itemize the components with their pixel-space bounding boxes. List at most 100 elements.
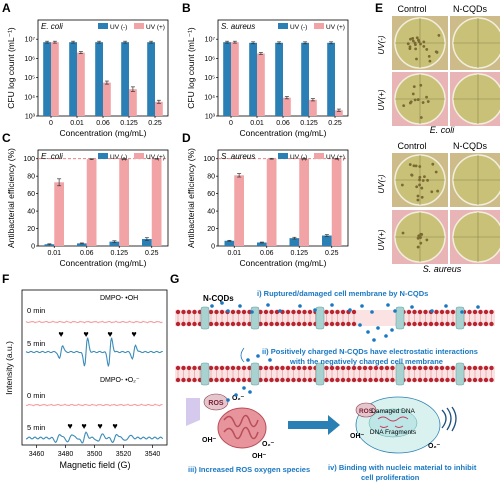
plate-col-ncqds-2: N-CQDs <box>453 141 487 151</box>
chart-d-efficiency-saureus: 0 20 40 60 80 100 0.01 0.06 0.125 0.25 S. aureus UV… <box>186 148 349 268</box>
colony <box>408 163 412 166</box>
bar-uv-plus <box>54 182 64 246</box>
colony <box>416 198 420 202</box>
x-tick-label: 0.01 <box>227 250 241 257</box>
ncqd-particle <box>242 386 246 390</box>
ncqd-particle <box>372 338 376 342</box>
step-2-text-line1: ii) Positively charged N-CQDs have elect… <box>262 347 478 356</box>
colony <box>411 92 415 96</box>
chart-title: S. aureus <box>221 22 255 31</box>
epr-ylabel: Intensity (a.u.) <box>4 341 14 395</box>
bar-uv-plus <box>283 97 291 116</box>
ros-cloud-right <box>355 402 377 418</box>
process-arrow <box>288 415 340 435</box>
peak-marker-oh: ♥ <box>131 329 136 339</box>
o2-label-3: O₂⁻ <box>428 443 441 450</box>
ncqd-particle <box>393 309 397 313</box>
bar-uv-plus <box>86 159 97 246</box>
panel-letter-b: B <box>182 1 191 15</box>
membrane-protein <box>455 362 465 386</box>
bar-uv-minus <box>224 240 235 246</box>
panel-letter-g: G <box>170 272 179 286</box>
bar-uv-plus <box>266 158 277 246</box>
colony <box>412 85 416 89</box>
y-tick-label: 60 <box>27 191 35 198</box>
y-axis-label: Antibacterial efficiency (%) <box>186 148 196 248</box>
colony <box>401 231 405 235</box>
legend-label-uv-minus: UV (-) <box>290 154 307 161</box>
ncqd-particle <box>366 330 370 334</box>
ncqd-particle <box>234 393 238 397</box>
x-tick-label: 0.01 <box>47 250 61 257</box>
panel-e-plates: Control N-CQDs UV(-) UV(+) E. coli Contr… <box>377 4 500 274</box>
x-tick-label: 0.125 <box>290 250 308 257</box>
chart-title: S. aureus <box>221 152 255 161</box>
legend-label-uv-plus: UV (+) <box>326 24 345 31</box>
legend-swatch-uv-minus <box>278 23 288 29</box>
colony <box>414 164 418 168</box>
membrane-protein <box>455 306 465 330</box>
x-tick-label: 0.25 <box>325 250 339 257</box>
ncqd-particle <box>220 301 224 305</box>
mitochondrion <box>217 407 267 449</box>
bar-uv-minus <box>289 238 300 246</box>
epr-trace-o2-0min <box>25 403 163 407</box>
colony <box>417 38 420 42</box>
bar-uv-minus <box>257 242 267 246</box>
bar-uv-plus <box>151 158 162 246</box>
bar-uv-plus <box>335 110 343 116</box>
colony <box>416 236 420 240</box>
ncqds-label: N-CQDs <box>203 294 234 303</box>
bar-uv-plus <box>51 42 59 116</box>
bar-uv-minus <box>121 42 129 116</box>
panel-g-schematic: N-CQDs i) Ruptured/damaged cell membrane… <box>175 289 495 482</box>
peak-marker-o2: ♥ <box>67 421 72 431</box>
legend-swatch-uv-minus <box>98 23 108 29</box>
plot-frame <box>37 149 169 247</box>
colony <box>427 54 431 58</box>
legend-swatch-uv-minus <box>98 153 108 159</box>
oh-label-3: OH⁻ <box>350 433 365 440</box>
plate-col-ncqds: N-CQDs <box>453 4 487 14</box>
ncqd-particle <box>238 304 242 308</box>
x-tick-label: 0.125 <box>300 120 318 127</box>
bar-uv-plus <box>129 89 137 116</box>
bar-uv-plus <box>119 158 129 246</box>
ncqd-particle <box>386 303 390 307</box>
legend-swatch-uv-plus <box>134 23 144 29</box>
legend-label-uv-plus: UV (+) <box>146 154 165 161</box>
bar-uv-minus <box>275 42 283 116</box>
bar-uv-minus <box>322 235 332 246</box>
ncqd-particle <box>360 304 364 308</box>
colony <box>425 48 429 51</box>
bar-uv-plus <box>331 158 342 246</box>
y-axis-label: CFU log count (mL⁻¹) <box>186 27 196 109</box>
damaged-dna-label: Damaged DNA <box>371 408 415 415</box>
ncqd-particle <box>348 308 352 312</box>
colony <box>422 40 426 44</box>
ncqd-particle <box>444 304 448 308</box>
ncqd-particle <box>248 390 252 394</box>
colony <box>413 43 417 47</box>
membrane-protein <box>200 362 210 386</box>
epr-trace3-label: 0 min <box>27 391 45 400</box>
bar-uv-minus <box>69 42 77 116</box>
dna-fragments-label: DNA Fragments <box>370 429 417 436</box>
ncqd-particle <box>376 326 380 330</box>
colony <box>426 100 430 103</box>
bar-uv-minus <box>327 42 335 116</box>
peak-marker-o2: ♥ <box>112 421 117 431</box>
y-tick-label: 10⁷ <box>205 37 216 44</box>
y-tick-label: 10⁷ <box>25 37 36 44</box>
x-tick-label: 3540 <box>145 451 161 458</box>
colony <box>415 57 418 61</box>
colony <box>419 83 423 87</box>
y-tick-label: 0 <box>211 244 215 251</box>
colony <box>408 47 412 51</box>
x-tick-label: 3480 <box>58 451 74 458</box>
ncqd-particle <box>410 305 414 309</box>
x-tick-label: 0 <box>49 120 53 127</box>
chart-b-cfu-saureus: 10³ 10⁴ 10⁵ 10⁶ 10⁷ 0 0.01 0.06 0.125 0.25 S. aure… <box>186 19 349 138</box>
colony <box>400 183 404 187</box>
ncqd-particle <box>246 358 250 362</box>
